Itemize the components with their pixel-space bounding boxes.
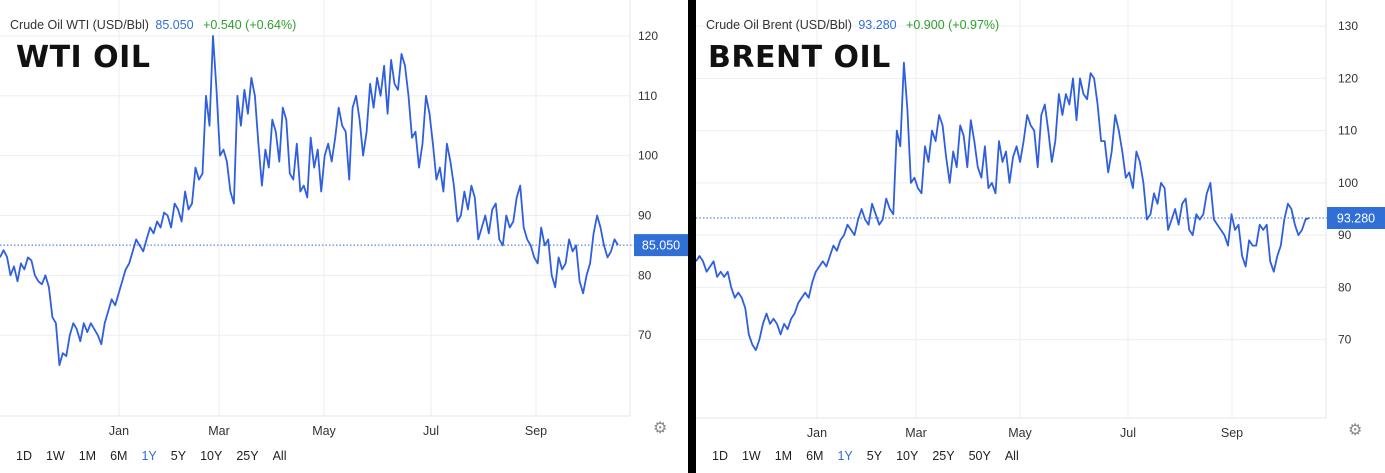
wti-instrument-name: Crude Oil WTI (USD/Bbl): [10, 18, 149, 32]
y-tick-label: 130: [1338, 19, 1358, 33]
timeframe-6m[interactable]: 6M: [110, 449, 128, 463]
current-price-label: 93.280: [1337, 211, 1375, 225]
y-tick-label: 90: [1338, 228, 1352, 242]
timeframe-10y[interactable]: 10Y: [200, 449, 223, 463]
brent-instrument-name: Crude Oil Brent (USD/Bbl): [706, 18, 852, 32]
y-tick-label: 120: [1338, 71, 1358, 85]
x-tick-label-mar: Mar: [208, 424, 230, 438]
timeframe-50y[interactable]: 50Y: [968, 449, 991, 463]
wti-timeframe-bar: 1D 1W 1M 6M 1Y 5Y 10Y 25Y All: [16, 449, 300, 463]
gear-icon[interactable]: ⚙: [653, 420, 668, 437]
price-series-line: [0, 35, 619, 367]
y-tick-label: 80: [638, 268, 652, 282]
wti-chart[interactable]: 70 80 90 100 110 120 Jan Mar May Jul Sep 85.050: [0, 0, 688, 473]
y-tick-label: 110: [638, 89, 657, 103]
brent-header: Crude Oil Brent (USD/Bbl) 93.280 +0.900 …: [706, 18, 999, 32]
x-tick-label-may: May: [312, 424, 336, 438]
timeframe-6m[interactable]: 6M: [806, 449, 824, 463]
x-tick-label-sep: Sep: [525, 424, 547, 438]
timeframe-1d[interactable]: 1D: [712, 449, 728, 463]
x-tick-label-sep: Sep: [1221, 426, 1243, 440]
price-series-line: [696, 61, 1310, 352]
timeframe-1w[interactable]: 1W: [45, 449, 65, 463]
timeframe-all[interactable]: All: [1004, 449, 1019, 463]
y-tick-label: 110: [1338, 124, 1357, 138]
wti-change: +0.540 (+0.64%): [203, 18, 297, 32]
timeframe-all[interactable]: All: [272, 449, 287, 463]
current-price-badge: [634, 234, 688, 257]
timeframe-1w[interactable]: 1W: [741, 449, 761, 463]
x-tick-label-jan: Jan: [807, 426, 827, 440]
current-price-label: 85.050: [642, 239, 680, 253]
x-tick-label-may: May: [1008, 426, 1032, 440]
y-tick-label: 100: [1338, 176, 1358, 190]
wti-header: Crude Oil WTI (USD/Bbl) 85.050 +0.540 (+…: [10, 18, 296, 32]
y-tick-label: 70: [638, 328, 652, 342]
brent-chart[interactable]: 70 80 90 100 110 120 130 Jan Mar May Jul Sep 93.280: [696, 0, 1385, 473]
brent-change: +0.900 (+0.97%): [906, 18, 1000, 32]
x-tick-label-jul: Jul: [1120, 426, 1136, 440]
y-tick-label: 120: [638, 29, 658, 43]
x-tick-label-jul: Jul: [423, 424, 439, 438]
timeframe-1m[interactable]: 1M: [78, 449, 97, 463]
wti-price: 85.050: [155, 18, 194, 32]
timeframe-1m[interactable]: 1M: [774, 449, 793, 463]
timeframe-1d[interactable]: 1D: [16, 449, 32, 463]
y-tick-label: 90: [638, 208, 652, 222]
current-price-badge: [1327, 206, 1385, 229]
timeframe-1y[interactable]: 1Y: [837, 449, 853, 463]
timeframe-5y[interactable]: 5Y: [170, 449, 187, 463]
panel-divider: [688, 0, 696, 473]
y-tick-label: 100: [638, 149, 658, 163]
x-tick-label-jan: Jan: [109, 424, 129, 438]
wti-big-label: WTI OIL: [16, 40, 151, 75]
brent-price: 93.280: [858, 18, 897, 32]
y-tick-label: 70: [1338, 333, 1352, 347]
brent-big-label: BRENT OIL: [708, 40, 891, 75]
timeframe-25y[interactable]: 25Y: [236, 449, 259, 463]
timeframe-25y[interactable]: 25Y: [932, 449, 955, 463]
wti-panel: 70 80 90 100 110 120 Jan Mar May Jul Sep 85.050 Cru…: [0, 0, 688, 473]
brent-panel: 70 80 90 100 110 120 130 Jan Mar May Jul Sep 93.280 …: [696, 0, 1385, 473]
brent-timeframe-bar: 1D 1W 1M 6M 1Y 5Y 10Y 25Y 50Y All: [712, 449, 1033, 463]
timeframe-10y[interactable]: 10Y: [896, 449, 919, 463]
gear-icon[interactable]: ⚙: [1348, 422, 1363, 439]
timeframe-1y[interactable]: 1Y: [141, 449, 157, 463]
timeframe-5y[interactable]: 5Y: [866, 449, 883, 463]
y-tick-label: 80: [1338, 280, 1352, 294]
x-tick-label-mar: Mar: [905, 426, 927, 440]
